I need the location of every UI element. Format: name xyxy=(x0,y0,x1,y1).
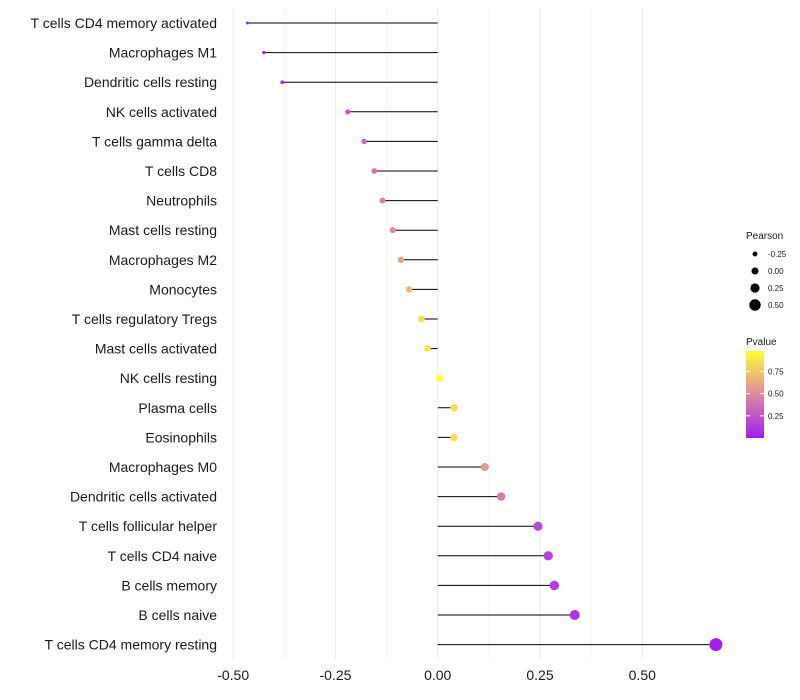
lollipop-dot xyxy=(389,227,396,234)
lollipop-dot xyxy=(533,521,543,531)
category-label: Eosinophils xyxy=(145,429,217,445)
lollipop-dot xyxy=(450,433,458,442)
x-tick-label: 0.00 xyxy=(424,667,451,683)
category-label: T cells CD8 xyxy=(145,163,217,179)
category-label: Macrophages M2 xyxy=(109,252,217,268)
size-legend-label: 0.50 xyxy=(768,301,784,310)
lollipop-dot xyxy=(543,551,553,561)
x-tick-label: 0.50 xyxy=(629,667,656,683)
lollipop-dot xyxy=(371,168,378,174)
category-label: Dendritic cells activated xyxy=(70,489,217,505)
lollipop-dot xyxy=(246,21,249,25)
category-label: Dendritic cells resting xyxy=(84,74,217,90)
size-legend-key xyxy=(751,267,759,275)
category-label: T cells CD4 memory resting xyxy=(45,637,217,653)
color-legend-title: Pvalue xyxy=(746,337,777,348)
x-tick-label: 0.25 xyxy=(526,667,553,683)
size-legend-key xyxy=(752,251,758,257)
category-label: NK cells activated xyxy=(106,104,217,120)
lollipop-dot xyxy=(450,404,458,412)
x-tick-label: -0.25 xyxy=(319,667,351,683)
size-legend-key xyxy=(750,283,760,293)
category-label: Mast cells activated xyxy=(95,341,217,357)
category-label: Neutrophils xyxy=(146,193,217,209)
pvalue-colorbar xyxy=(746,351,764,438)
lollipop-dot xyxy=(709,638,723,652)
lollipop-dot xyxy=(405,286,413,293)
x-tick-label: -0.50 xyxy=(217,667,249,683)
legends: Pearson -0.25 0.00 0.25 0.50 Pvalue 0.25 0.5… xyxy=(746,231,787,438)
size-legend-title: Pearson xyxy=(746,231,783,242)
lollipop-dot xyxy=(280,80,285,85)
colorbar-label: 0.75 xyxy=(768,367,784,376)
colorbar-label: 0.25 xyxy=(768,412,784,421)
category-label: Macrophages M1 xyxy=(109,45,217,61)
category-label: T cells follicular helper xyxy=(79,518,218,534)
size-legend-label: 0.25 xyxy=(768,284,784,293)
lollipop-stems xyxy=(247,22,716,646)
lollipop-dot xyxy=(436,374,444,382)
category-label: Plasma cells xyxy=(138,400,217,416)
grid-lines xyxy=(232,8,643,660)
x-axis-ticks: -0.50 -0.25 0.00 0.25 0.50 xyxy=(217,667,656,683)
category-label: B cells memory xyxy=(121,577,217,593)
category-labels: T cells CD4 memory activated Macrophages … xyxy=(31,15,218,653)
category-label: T cells gamma delta xyxy=(92,133,217,149)
lollipop-dot xyxy=(480,462,489,472)
lollipop-dot xyxy=(379,197,386,204)
category-label: NK cells resting xyxy=(120,370,217,386)
lollipop-dot xyxy=(345,109,351,115)
lollipop-dots xyxy=(246,21,723,652)
category-label: Mast cells resting xyxy=(109,222,217,238)
category-label: T cells regulatory Tregs xyxy=(72,311,217,327)
lollipop-dot xyxy=(549,580,560,591)
colorbar-label: 0.50 xyxy=(768,390,784,399)
lollipop-dot xyxy=(361,138,367,145)
lollipop-dot xyxy=(418,315,425,323)
size-legend-label: -0.25 xyxy=(768,250,787,259)
size-legend-label: 0.00 xyxy=(768,267,784,276)
lollipop-dot xyxy=(424,345,431,353)
size-legend-key xyxy=(749,299,761,311)
category-label: Monocytes xyxy=(149,281,217,297)
pearson-size-legend: Pearson -0.25 0.00 0.25 0.50 xyxy=(746,231,787,311)
lollipop-dot xyxy=(569,610,580,620)
category-label: T cells CD4 memory activated xyxy=(31,15,217,31)
category-label: B cells naive xyxy=(138,607,217,623)
category-label: T cells CD4 naive xyxy=(108,548,218,564)
lollipop-dot xyxy=(397,256,405,263)
lollipop-dot xyxy=(496,492,506,501)
pvalue-color-legend: Pvalue 0.25 0.50 0.75 xyxy=(746,337,784,438)
lollipop-dot xyxy=(262,50,266,55)
category-label: Macrophages M0 xyxy=(109,459,217,475)
